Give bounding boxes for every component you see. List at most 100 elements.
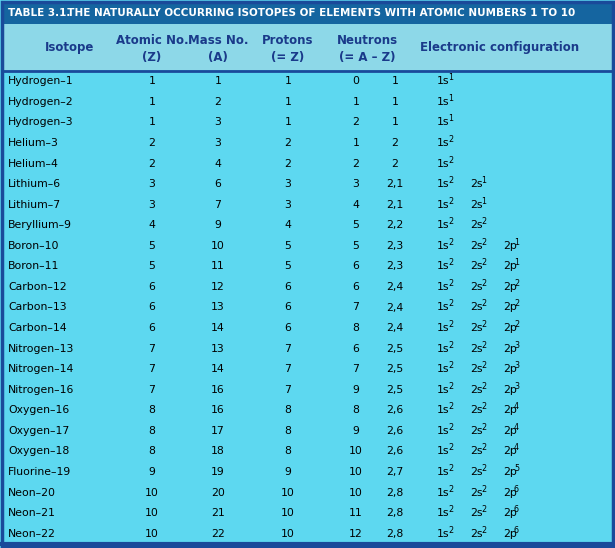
Text: Neon–21: Neon–21	[8, 508, 56, 518]
Text: 1s: 1s	[437, 406, 450, 415]
Text: 1s: 1s	[437, 364, 450, 374]
Text: 5: 5	[352, 220, 359, 230]
Text: 2: 2	[481, 382, 486, 391]
Text: 5: 5	[285, 241, 292, 251]
Text: 2,7: 2,7	[386, 467, 403, 477]
Text: 11: 11	[211, 261, 225, 271]
Text: 2: 2	[448, 402, 453, 412]
Text: 6: 6	[352, 261, 359, 271]
Text: 2,4: 2,4	[386, 302, 403, 312]
Text: 2: 2	[448, 238, 453, 247]
Text: 2p: 2p	[503, 508, 517, 518]
Text: 1s: 1s	[437, 302, 450, 312]
Text: Carbon–14: Carbon–14	[8, 323, 66, 333]
Text: 1s: 1s	[437, 488, 450, 498]
Text: 1s: 1s	[437, 447, 450, 456]
Text: 14: 14	[211, 364, 225, 374]
Text: 7: 7	[352, 364, 359, 374]
Text: 10: 10	[145, 488, 159, 498]
Text: 4: 4	[514, 443, 519, 453]
Text: 10: 10	[281, 529, 295, 539]
Text: 6: 6	[285, 323, 292, 333]
Text: 2: 2	[149, 138, 156, 148]
Text: 2s: 2s	[470, 467, 483, 477]
Text: TABLE 3.1.: TABLE 3.1.	[8, 8, 70, 18]
Text: 1s: 1s	[437, 323, 450, 333]
Text: 10: 10	[211, 241, 225, 251]
Text: 2: 2	[448, 135, 453, 144]
Text: 2s: 2s	[470, 323, 483, 333]
Text: 1: 1	[285, 117, 292, 128]
Text: 1: 1	[392, 117, 399, 128]
Text: 2p: 2p	[503, 447, 517, 456]
Text: Lithium–7: Lithium–7	[8, 199, 61, 210]
Text: 1: 1	[448, 115, 453, 123]
Text: 2: 2	[448, 176, 453, 185]
Text: 1: 1	[285, 76, 292, 86]
Text: 6: 6	[514, 505, 519, 514]
Text: 2,5: 2,5	[386, 364, 403, 374]
Text: 5: 5	[352, 241, 359, 251]
Text: 8: 8	[352, 406, 359, 415]
Text: 3: 3	[149, 199, 156, 210]
Text: 2: 2	[448, 341, 453, 350]
Text: 1s: 1s	[437, 199, 450, 210]
Text: 3: 3	[285, 199, 292, 210]
Text: 4: 4	[285, 220, 292, 230]
Text: 1s: 1s	[437, 282, 450, 292]
Text: 7: 7	[285, 364, 292, 374]
Text: 2s: 2s	[470, 302, 483, 312]
Text: 1s: 1s	[437, 426, 450, 436]
Text: 8: 8	[352, 323, 359, 333]
Text: 2p: 2p	[503, 488, 517, 498]
Text: 3: 3	[352, 179, 359, 189]
Text: 1s: 1s	[437, 261, 450, 271]
Text: 5: 5	[514, 464, 519, 473]
Text: 20: 20	[211, 488, 225, 498]
Text: 2s: 2s	[470, 385, 483, 395]
Text: Nitrogen–14: Nitrogen–14	[8, 364, 74, 374]
Text: 1s: 1s	[437, 220, 450, 230]
Text: THE NATURALLY OCCURRING ISOTOPES OF ELEMENTS WITH ATOMIC NUMBERS 1 TO 10: THE NATURALLY OCCURRING ISOTOPES OF ELEM…	[60, 8, 575, 18]
Text: 2: 2	[481, 464, 486, 473]
Text: 8: 8	[149, 406, 156, 415]
Text: 2s: 2s	[470, 426, 483, 436]
Text: 2,1: 2,1	[386, 179, 403, 189]
Text: (= A – Z): (= A – Z)	[339, 50, 395, 64]
Text: 1: 1	[514, 238, 519, 247]
Text: 2,4: 2,4	[386, 323, 403, 333]
Text: 9: 9	[215, 220, 221, 230]
Text: 2: 2	[285, 138, 292, 148]
Text: 2,5: 2,5	[386, 344, 403, 353]
Text: 4: 4	[514, 423, 519, 432]
Text: 22: 22	[211, 529, 225, 539]
Text: 18: 18	[211, 447, 225, 456]
Text: 4: 4	[352, 199, 359, 210]
Text: 2: 2	[481, 443, 486, 453]
Text: Hydrogen–1: Hydrogen–1	[8, 76, 74, 86]
Text: 2,8: 2,8	[386, 488, 403, 498]
Text: 2s: 2s	[470, 344, 483, 353]
Text: 6: 6	[514, 526, 519, 535]
Text: 2: 2	[481, 320, 486, 329]
Text: 2s: 2s	[470, 282, 483, 292]
Text: 8: 8	[285, 406, 292, 415]
Bar	[2, 2, 613, 24]
Text: 1s: 1s	[437, 344, 450, 353]
Text: Nitrogen–16: Nitrogen–16	[8, 385, 74, 395]
Text: 2p: 2p	[503, 406, 517, 415]
Text: 2: 2	[448, 423, 453, 432]
Text: 7: 7	[149, 385, 156, 395]
Text: 2: 2	[448, 320, 453, 329]
Text: 2: 2	[448, 197, 453, 206]
Text: 2s: 2s	[470, 199, 483, 210]
Text: 2s: 2s	[470, 261, 483, 271]
Text: 7: 7	[285, 385, 292, 395]
Text: Atomic No.: Atomic No.	[116, 33, 188, 47]
Text: 5: 5	[285, 261, 292, 271]
Text: 2p: 2p	[503, 467, 517, 477]
Text: 2s: 2s	[470, 220, 483, 230]
Text: 2s: 2s	[470, 179, 483, 189]
Text: 2,3: 2,3	[386, 241, 403, 251]
Text: 7: 7	[215, 199, 221, 210]
